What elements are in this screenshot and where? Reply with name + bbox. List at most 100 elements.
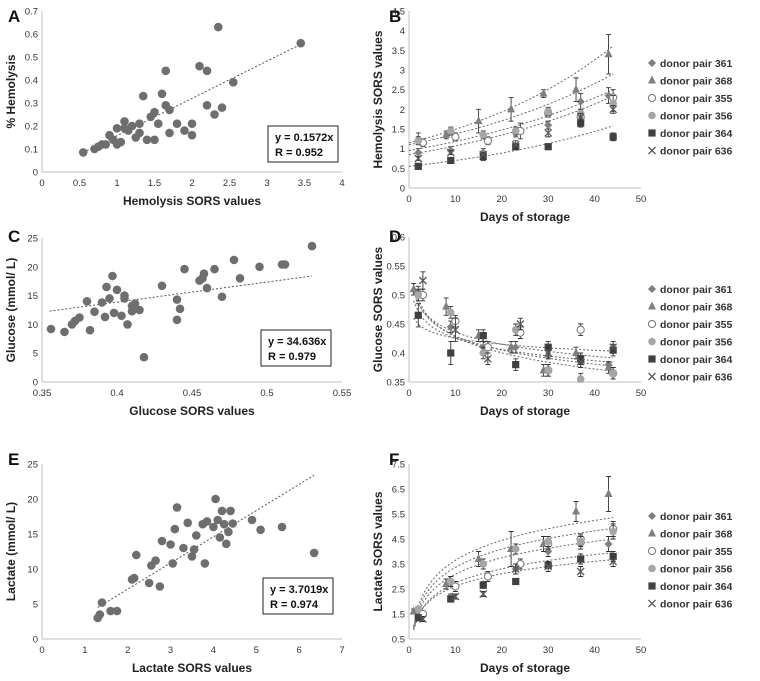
data-point bbox=[451, 325, 460, 334]
data-point bbox=[97, 298, 107, 307]
data-point bbox=[202, 283, 212, 293]
panel-letter: C bbox=[8, 227, 20, 246]
data-point bbox=[576, 537, 585, 546]
data-point bbox=[191, 531, 201, 540]
legend-entry: donor pair 355 bbox=[660, 93, 733, 105]
data-point bbox=[202, 101, 212, 110]
legend-marker bbox=[648, 355, 656, 363]
data-point bbox=[170, 524, 180, 534]
x-axis-title: Glucose SORS values bbox=[129, 404, 255, 418]
regression-equation: y = 0.1572x bbox=[275, 132, 334, 144]
data-point bbox=[511, 545, 520, 553]
data-point bbox=[576, 325, 585, 334]
legend-marker bbox=[648, 564, 656, 573]
data-point bbox=[213, 515, 223, 525]
legend-marker bbox=[648, 582, 656, 590]
y-tick-label: 3.5 bbox=[392, 560, 405, 571]
y-tick-label: 4.5 bbox=[392, 7, 405, 18]
y-tick-label: 20 bbox=[27, 495, 38, 506]
y-tick-label: 0.35 bbox=[387, 378, 406, 389]
data-point bbox=[544, 562, 553, 571]
data-point bbox=[572, 506, 581, 515]
data-point bbox=[135, 128, 144, 138]
data-point bbox=[180, 126, 189, 135]
x-tick-label: 30 bbox=[543, 194, 554, 205]
x-tick-label: 0.5 bbox=[73, 178, 86, 189]
data-point bbox=[209, 522, 218, 532]
x-tick-label: 10 bbox=[450, 194, 461, 205]
y-tick-label: 0.1 bbox=[25, 145, 38, 156]
legend-marker bbox=[647, 319, 657, 329]
data-point bbox=[112, 124, 122, 133]
data-point bbox=[577, 119, 585, 127]
y-tick-label: 10 bbox=[27, 320, 38, 331]
data-point bbox=[150, 135, 159, 145]
x-tick-label: 3 bbox=[264, 178, 269, 189]
data-point bbox=[130, 299, 140, 308]
data-point bbox=[139, 352, 149, 362]
data-point bbox=[78, 148, 88, 157]
legend-marker bbox=[648, 75, 656, 84]
data-point bbox=[507, 104, 516, 113]
data-point bbox=[200, 559, 210, 568]
data-point bbox=[101, 140, 111, 149]
y-tick-label: 0.7 bbox=[25, 7, 38, 18]
data-point bbox=[157, 89, 167, 99]
data-point bbox=[187, 552, 197, 561]
data-point bbox=[202, 66, 212, 76]
data-point bbox=[165, 105, 174, 115]
x-tick-label: 50 bbox=[636, 388, 647, 399]
data-point bbox=[511, 565, 520, 573]
data-point bbox=[224, 527, 233, 537]
data-point bbox=[202, 517, 212, 526]
legend-marker bbox=[648, 512, 656, 520]
data-point bbox=[97, 598, 107, 607]
data-point bbox=[131, 550, 141, 560]
data-point bbox=[213, 22, 223, 32]
data-point bbox=[446, 577, 455, 586]
data-point bbox=[479, 581, 487, 589]
data-point bbox=[511, 140, 520, 149]
data-point bbox=[106, 606, 115, 616]
data-point bbox=[217, 506, 227, 516]
data-point bbox=[609, 527, 617, 536]
y-axis-title: Glucose SORS values bbox=[371, 246, 385, 372]
x-tick-label: 3 bbox=[168, 645, 173, 656]
y-axis-title: Lactate SORS values bbox=[371, 491, 385, 611]
data-point bbox=[414, 614, 422, 622]
y-tick-label: 0.55 bbox=[387, 262, 406, 273]
data-point bbox=[544, 547, 553, 556]
data-point bbox=[446, 127, 455, 135]
data-point bbox=[151, 556, 160, 565]
x-tick-label: 0 bbox=[406, 194, 411, 205]
y-tick-label: 4 bbox=[400, 26, 405, 37]
legend-marker bbox=[648, 301, 656, 310]
x-tick-label: 3.5 bbox=[298, 178, 311, 189]
y-tick-label: 5 bbox=[33, 600, 38, 611]
data-point bbox=[414, 162, 422, 170]
data-point bbox=[123, 320, 132, 329]
data-point bbox=[577, 555, 585, 563]
data-point bbox=[226, 506, 235, 516]
data-point bbox=[483, 136, 493, 145]
y-tick-label: 1 bbox=[400, 144, 405, 155]
data-point bbox=[609, 343, 618, 352]
data-point bbox=[187, 130, 197, 140]
legend-marker bbox=[648, 111, 656, 120]
data-point bbox=[157, 281, 167, 291]
y-axis-title: Glucose (mmol/ L) bbox=[4, 258, 18, 363]
data-point bbox=[539, 88, 548, 97]
data-point bbox=[172, 315, 182, 325]
data-point bbox=[414, 137, 423, 145]
data-point bbox=[479, 349, 488, 357]
x-tick-label: 0 bbox=[39, 178, 44, 189]
y-tick-label: 0.6 bbox=[392, 233, 405, 244]
data-point bbox=[219, 519, 229, 529]
data-point bbox=[199, 269, 209, 279]
data-point bbox=[609, 369, 617, 378]
equation-box bbox=[267, 125, 339, 163]
data-point bbox=[609, 133, 617, 141]
data-point bbox=[109, 308, 119, 318]
data-point bbox=[512, 577, 520, 586]
data-point bbox=[418, 615, 427, 623]
